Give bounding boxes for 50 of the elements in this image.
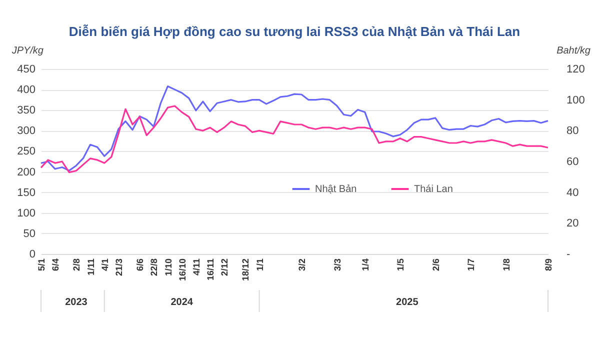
legend-label: Thái Lan (414, 184, 453, 195)
y-tick-label: 250 (17, 146, 36, 158)
y-tick-label: 150 (17, 186, 36, 199)
x-tick-label: 18/12 (240, 258, 251, 282)
x-tick-label: 1/11 (86, 258, 96, 276)
x-tick-label: 16/11 (206, 258, 216, 281)
y-tick-label: 100 (17, 207, 36, 220)
y-tick-label: 0 (29, 248, 36, 260)
y2-tick-label: 100 (566, 94, 585, 106)
x-tick-label: 1/1 (254, 258, 265, 272)
y-axis-title: JPY/kg (10, 46, 44, 56)
x-tick-label: 3/2 (297, 258, 308, 272)
y-tick-label: 300 (17, 125, 36, 138)
line-series (40, 105, 549, 174)
x-tick-label: 5/1 (36, 258, 46, 272)
x-tick-label: 21/3 (114, 258, 124, 276)
x-tick-label: 4/1 (100, 258, 110, 272)
x-tick-label: 1/10 (163, 258, 174, 276)
y2-tick-label: 40 (566, 186, 579, 199)
chart-title: Diễn biến giá Hợp đồng cao su tương lai RSS3 của Nhật Bản và Thái Lan (68, 24, 520, 39)
x-tick-label: 3/3 (332, 258, 342, 272)
x-tick-label: 1/8 (501, 258, 512, 272)
y-tick-label: 350 (17, 104, 36, 117)
x-tick-label: 2/6 (430, 258, 441, 272)
x-tick-label: 1/4 (360, 258, 370, 272)
x-tick-label: 16/10 (177, 258, 188, 282)
x-tick-label: 4/11 (191, 258, 202, 276)
x-tick-label: 1/7 (466, 258, 476, 272)
x-tick-label: 8/9 (544, 258, 554, 272)
y2-tick-label: 60 (566, 156, 579, 168)
y2-tick-label: 80 (566, 125, 579, 138)
y-tick-label: 400 (17, 84, 36, 96)
text: 2023 (65, 297, 88, 308)
x-tick-label: 6/6 (135, 258, 146, 272)
y2-tick-label: 20 (566, 218, 579, 230)
y-tick-label: 200 (17, 166, 36, 178)
line-series (40, 85, 549, 172)
y-tick-label: 50 (23, 228, 36, 240)
x-tick-label: 1/5 (396, 258, 406, 272)
x-tick-label: 2/12 (220, 258, 230, 276)
y-tick-label: 450 (17, 64, 36, 76)
x-tick-label: 2/8 (72, 258, 82, 272)
x-tick-label: 22/8 (149, 258, 160, 276)
y2-tick-label: - (566, 248, 570, 260)
y2-axis-title: Baht/kg (556, 46, 591, 56)
y2-tick-label: 120 (566, 64, 585, 76)
x-tick-label: 6/4 (50, 258, 61, 272)
text: 2025 (396, 297, 419, 308)
legend-label: Nhật Bản (315, 184, 357, 195)
text: 2024 (170, 297, 194, 308)
